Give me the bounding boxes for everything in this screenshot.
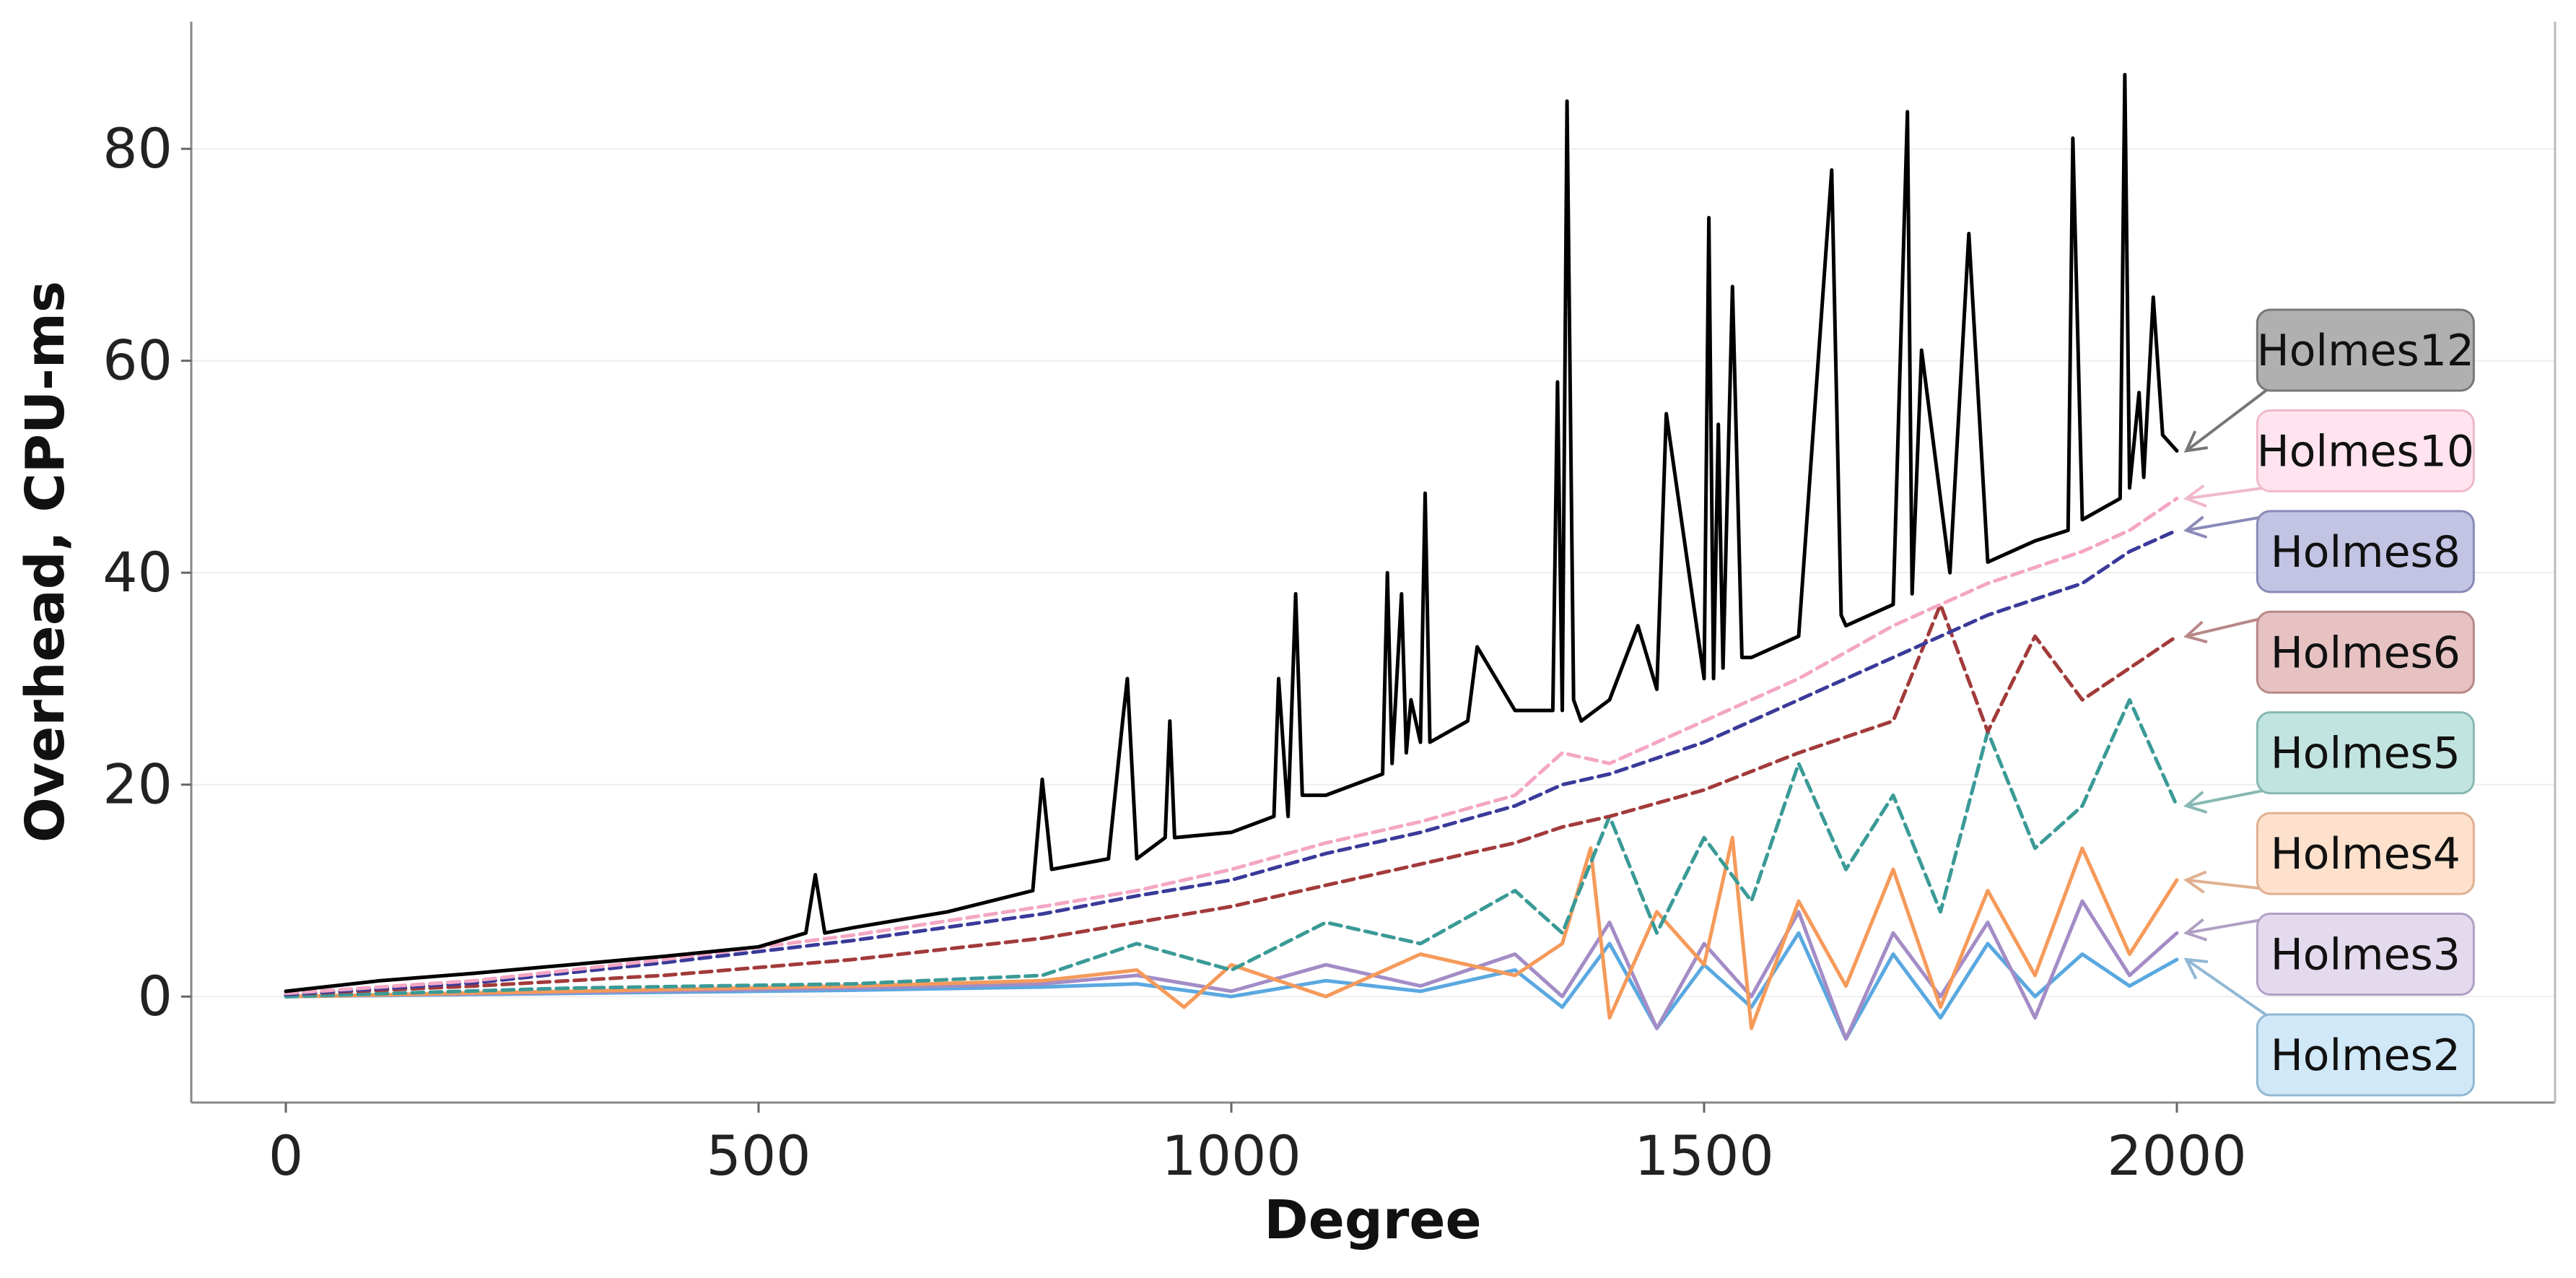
- legend-box-holmes3: [2256, 913, 2475, 996]
- series-line-holmes3: [284, 899, 2179, 1041]
- series-line-holmes10: [284, 496, 2179, 996]
- series-line-holmes6: [284, 602, 2179, 996]
- legend-box-holmes2: [2256, 1013, 2475, 1097]
- legend-arrow-holmes10: [2186, 485, 2272, 500]
- legend-arrow-holmes8: [2186, 513, 2272, 532]
- legend-arrowhead-holmes5: [2183, 791, 2208, 814]
- legend-layer: Holmes12 Holmes10 Holmes8 Holmes6 Holmes5 Hol…: [2183, 308, 2475, 1097]
- x-tick-label: 0: [268, 1123, 303, 1188]
- legend-arrow-holmes2: [2185, 958, 2273, 1020]
- series-line-holmes12: [284, 72, 2179, 994]
- y-tick-label: 0: [138, 964, 173, 1028]
- legend-arrowhead-holmes4: [2183, 870, 2207, 894]
- legend-arrow-holmes4: [2186, 878, 2272, 892]
- legend-box-holmes12: [2256, 308, 2475, 392]
- legend-arrow-holmes5: [2186, 787, 2272, 808]
- legend-label-holmes5: Holmes5: [2271, 729, 2461, 779]
- legend-arrowhead-holmes12: [2183, 430, 2209, 453]
- legend-arrowhead-holmes6: [2183, 620, 2208, 644]
- legend-label-holmes3: Holmes3: [2271, 930, 2461, 981]
- x-axis-title: Degree: [1264, 1189, 1481, 1251]
- legend-box-holmes8: [2256, 510, 2475, 594]
- legend-box-holmes6: [2256, 610, 2475, 694]
- series-line-holmes8: [284, 529, 2179, 996]
- x-tick-label: 2000: [2107, 1123, 2246, 1188]
- legend-label-holmes10: Holmes10: [2257, 426, 2474, 477]
- series-line-holmes4: [284, 835, 2179, 1030]
- legend-label-holmes8: Holmes8: [2271, 527, 2461, 578]
- x-tick-label: 1000: [1161, 1123, 1301, 1188]
- legend-arrowhead-holmes10: [2183, 484, 2207, 508]
- legend-arrowhead-holmes2: [2183, 957, 2209, 980]
- series-line-holmes5: [284, 697, 2179, 999]
- legend-box-holmes5: [2256, 711, 2475, 795]
- legend-box-holmes10: [2256, 409, 2475, 492]
- y-tick-label: 40: [102, 540, 173, 604]
- y-axis-title: Overhead, CPU-ms: [14, 281, 77, 843]
- legend-label-holmes4: Holmes4: [2271, 829, 2461, 879]
- x-tick-label: 1500: [1634, 1123, 1773, 1188]
- legend-arrowhead-holmes8: [2183, 516, 2208, 539]
- tick-layer: 0 20 40 60 80 0 500 1000 1500 2000: [102, 116, 2246, 1188]
- legend-box-holmes4: [2256, 812, 2475, 895]
- legend-label-holmes12: Holmes12: [2257, 326, 2474, 376]
- axes-layer: [190, 22, 2557, 1104]
- series-layer: [284, 72, 2179, 1041]
- y-tick-label: 80: [102, 116, 173, 181]
- legend-label-holmes6: Holmes6: [2271, 627, 2461, 678]
- legend-arrow-holmes3: [2186, 916, 2272, 935]
- legend-arrow-holmes12: [2185, 385, 2273, 452]
- y-tick-label: 20: [102, 752, 173, 817]
- grid-layer: [191, 148, 2555, 998]
- x-tick-label: 500: [706, 1123, 811, 1188]
- y-tick-label: 60: [102, 329, 173, 393]
- legend-arrowhead-holmes3: [2183, 918, 2208, 942]
- legend-label-holmes2: Holmes2: [2271, 1030, 2461, 1081]
